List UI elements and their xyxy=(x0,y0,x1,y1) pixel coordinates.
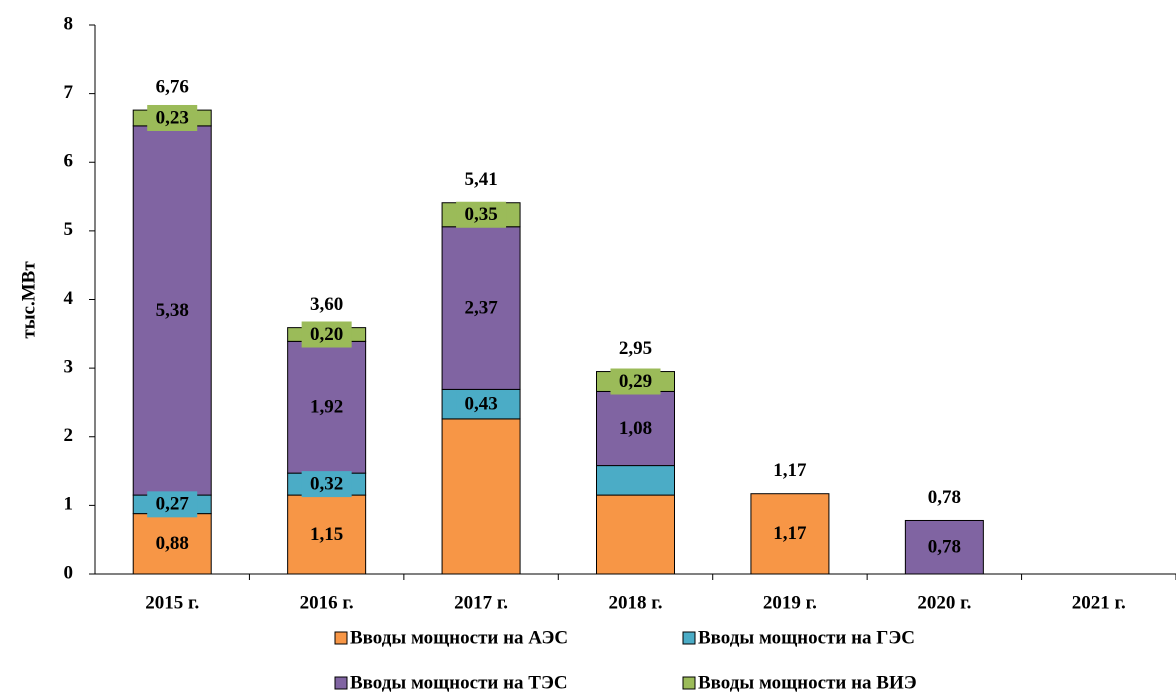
value-label: 0,43 xyxy=(464,394,497,415)
value-label-bg xyxy=(147,104,198,131)
value-label: 1,92 xyxy=(310,397,343,418)
total-label: 2,95 xyxy=(619,338,652,359)
x-tick-label: 2015 г. xyxy=(145,592,199,613)
total-label: 5,41 xyxy=(464,169,497,190)
value-label: 1,17 xyxy=(773,523,807,544)
y-tick-label: 7 xyxy=(64,82,74,103)
y-tick-label: 6 xyxy=(64,151,74,172)
x-tick-label: 2021 г. xyxy=(1072,592,1126,613)
value-label-bg xyxy=(764,520,815,547)
legend-label: Вводы мощности на ВИЭ xyxy=(698,672,917,693)
y-tick-label: 1 xyxy=(64,494,74,515)
bar-segment xyxy=(596,465,675,496)
value-label-bg xyxy=(147,491,198,518)
value-label-bg xyxy=(301,521,352,548)
value-label-bg xyxy=(610,415,661,442)
value-label: 0,27 xyxy=(156,494,190,515)
total-label: 0,78 xyxy=(928,487,961,508)
legend-label: Вводы мощности на ТЭС xyxy=(350,672,568,693)
value-label: 0,29 xyxy=(619,371,652,392)
y-tick-label: 0 xyxy=(64,562,74,583)
total-label: 1,17 xyxy=(773,460,807,481)
value-label-bg xyxy=(919,534,970,561)
value-label: 0,23 xyxy=(156,107,189,128)
value-label: 5,38 xyxy=(156,300,189,321)
y-tick-label: 4 xyxy=(64,288,74,309)
legend-swatch xyxy=(334,676,348,690)
x-tick-label: 2020 г. xyxy=(917,592,971,613)
y-axis-label: тыс.МВт xyxy=(18,261,39,339)
value-label-bg xyxy=(456,295,507,322)
x-tick-label: 2018 г. xyxy=(609,592,663,613)
value-label: 1,15 xyxy=(310,524,343,545)
value-label-bg xyxy=(301,471,352,498)
legend-label: Вводы мощности на АЭС xyxy=(350,627,568,648)
value-label: 0,32 xyxy=(310,473,343,494)
value-label: 0,35 xyxy=(464,204,497,225)
bar-segment xyxy=(596,494,675,575)
value-label-bg xyxy=(301,394,352,421)
legend-swatch xyxy=(682,631,696,645)
legend-swatch xyxy=(682,676,696,690)
value-label-bg xyxy=(456,391,507,418)
legend-swatch xyxy=(334,631,348,645)
total-label: 6,76 xyxy=(156,76,189,97)
total-label: 3,60 xyxy=(310,294,343,315)
value-label-bg xyxy=(301,321,352,348)
value-label: 2,37 xyxy=(464,297,498,318)
value-label-bg xyxy=(610,368,661,395)
value-label: 0,20 xyxy=(310,324,343,345)
x-tick-label: 2016 г. xyxy=(300,592,354,613)
x-tick-label: 2017 г. xyxy=(454,592,508,613)
y-tick-label: 3 xyxy=(64,356,74,377)
legend-label: Вводы мощности на ГЭС xyxy=(698,627,915,648)
value-label-bg xyxy=(147,297,198,324)
bar-segment xyxy=(441,418,521,575)
value-label: 0,78 xyxy=(928,537,961,558)
y-tick-label: 8 xyxy=(64,13,74,34)
y-tick-label: 2 xyxy=(64,425,74,446)
value-label: 0,88 xyxy=(156,533,189,554)
value-label: 1,08 xyxy=(619,418,652,439)
value-label-bg xyxy=(147,530,198,557)
y-tick-label: 5 xyxy=(64,219,74,240)
x-tick-label: 2019 г. xyxy=(763,592,817,613)
value-label-bg xyxy=(456,201,507,228)
